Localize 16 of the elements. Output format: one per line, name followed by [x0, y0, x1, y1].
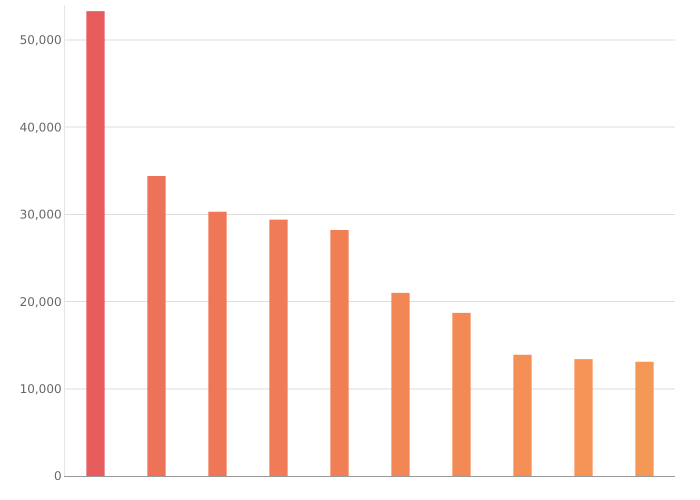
bar — [635, 362, 654, 476]
y-tick-label: 30,000 — [20, 208, 62, 222]
bar — [513, 354, 532, 476]
bar — [208, 212, 227, 476]
bar — [147, 176, 166, 476]
y-tick-label: 0 — [54, 469, 62, 484]
bar — [330, 230, 349, 476]
bar — [452, 312, 471, 476]
y-tick-label: 40,000 — [20, 120, 62, 134]
y-tick-label: 50,000 — [20, 33, 62, 48]
bar — [391, 292, 410, 476]
y-tick-label: 10,000 — [20, 382, 62, 396]
bar — [574, 359, 593, 476]
y-tick-label: 20,000 — [20, 294, 62, 309]
bar — [86, 11, 105, 476]
bar — [269, 220, 288, 476]
